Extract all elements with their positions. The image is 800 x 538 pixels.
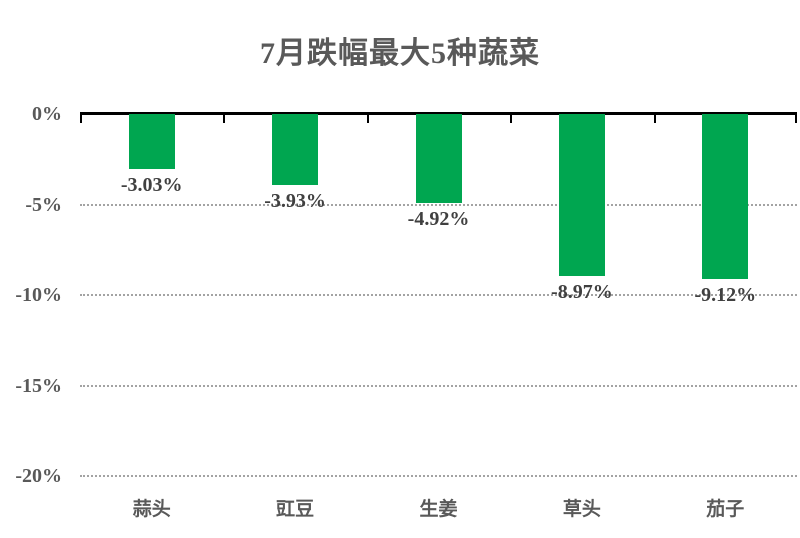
chart-bar <box>128 114 175 169</box>
x-axis-label: 草头 <box>562 499 601 520</box>
axis-tick <box>510 115 512 123</box>
x-axis-line <box>80 112 797 115</box>
y-axis-label: -10% <box>15 284 62 306</box>
grid-line <box>80 203 797 206</box>
x-axis-label: 茄子 <box>706 499 745 520</box>
axis-tick <box>654 115 656 123</box>
grid-line <box>80 294 797 296</box>
chart-bar <box>415 114 462 204</box>
x-axis-label: 蒜头 <box>132 499 171 520</box>
x-axis-label: 豇豆 <box>276 499 315 520</box>
x-axis-label: 生姜 <box>419 499 458 520</box>
y-axis-label: 0% <box>32 103 62 125</box>
chart-bar <box>702 114 749 280</box>
grid-line <box>80 384 797 387</box>
axis-tick <box>367 115 369 123</box>
chart-bar <box>558 114 605 277</box>
data-label: -8.97% <box>551 281 613 304</box>
y-axis-label: -5% <box>25 193 62 216</box>
chart-bar <box>272 114 319 186</box>
data-label: -4.92% <box>407 208 470 231</box>
y-axis-label: -15% <box>15 374 62 397</box>
chart-title: 7月跌幅最大5种蔬菜 <box>260 37 540 70</box>
axis-tick <box>795 115 797 123</box>
grid-line <box>80 475 797 477</box>
y-axis-label: -20% <box>15 465 62 487</box>
data-label: -3.93% <box>264 190 326 213</box>
data-label: -3.03% <box>120 173 183 196</box>
plot-area: -3.03% -3.93% -4.92% -8.97% -9.12% <box>80 112 797 477</box>
axis-tick <box>80 115 82 123</box>
axis-tick <box>223 115 225 123</box>
data-label: -9.12% <box>694 284 757 307</box>
